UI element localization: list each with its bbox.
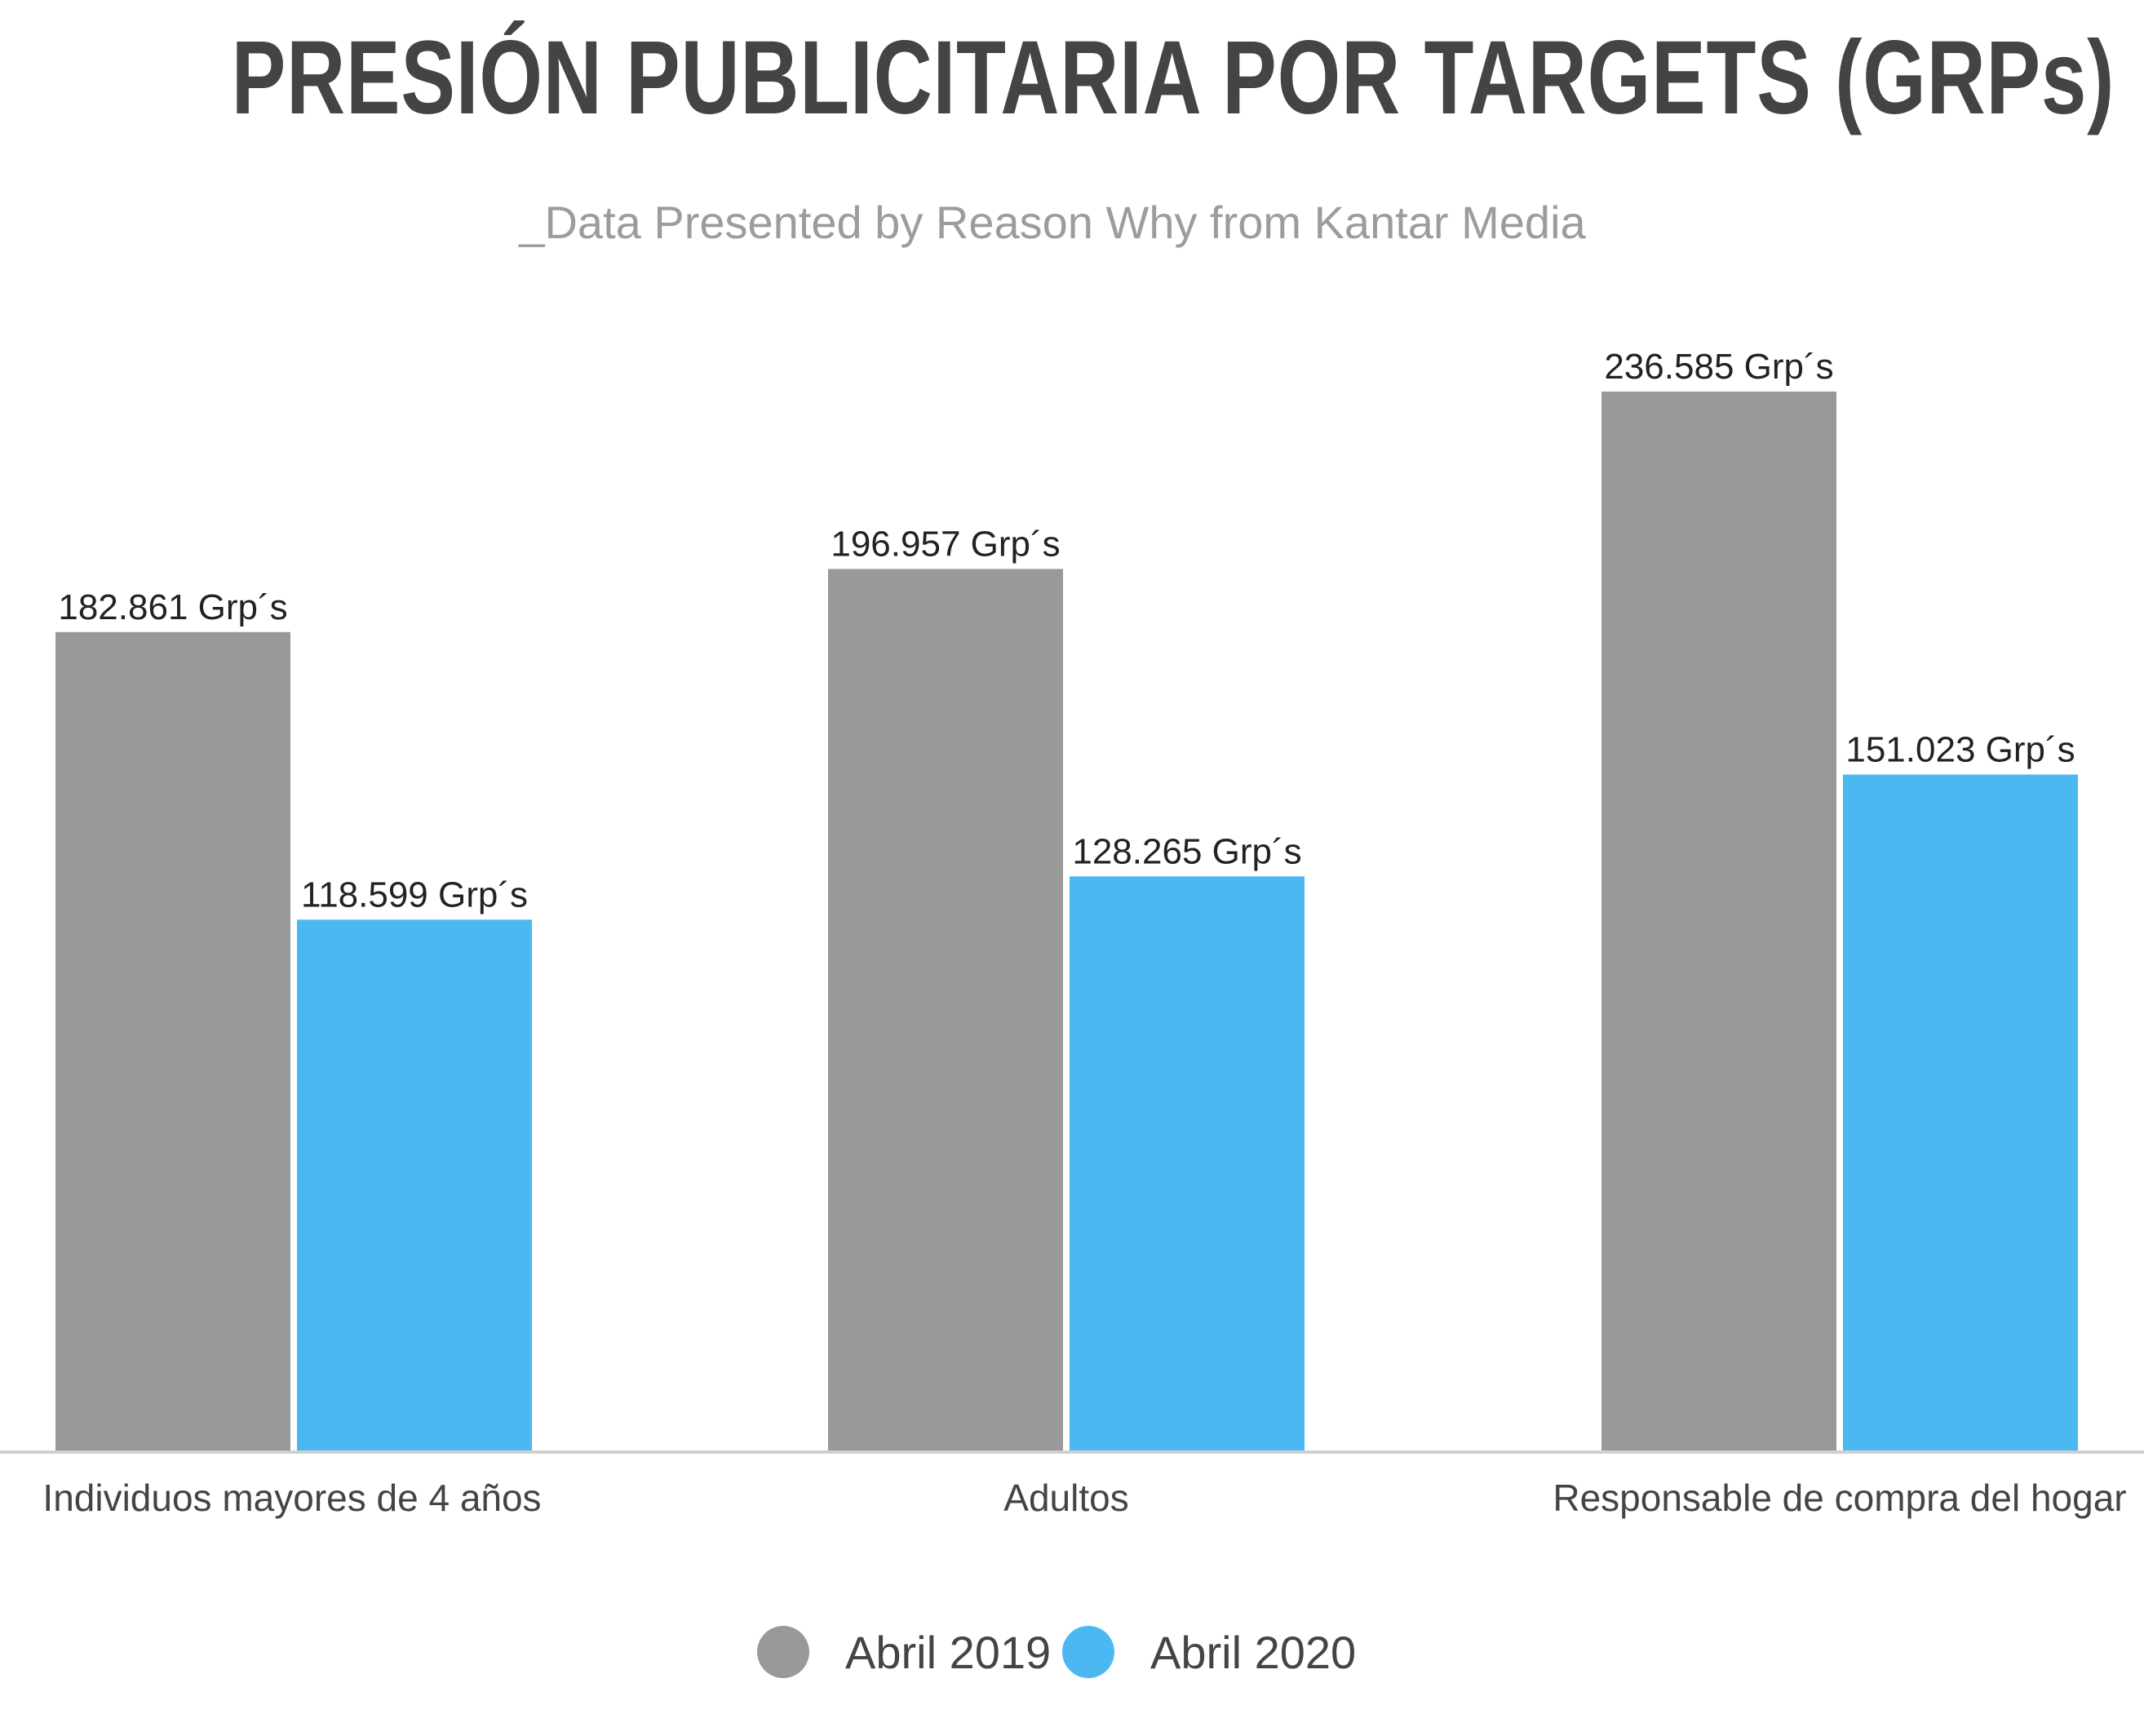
category-label-0: Individuos mayores de 4 años <box>42 1477 541 1519</box>
legend-label-2020: Abril 2020 <box>1150 1626 1357 1678</box>
data-label-2019-1: 196.957 Grp´s <box>831 524 1060 564</box>
legend: Abril 2019 Abril 2020 <box>0 1619 2144 1685</box>
legend-item-2019: Abril 2019 <box>757 1619 1051 1685</box>
data-label-2019-0: 182.861 Grp´s <box>58 587 287 627</box>
bar-2020-1 <box>1070 876 1305 1450</box>
data-label-2019-2: 236.585 Grp´s <box>1604 347 1833 387</box>
bar-chart: 182.861 Grp´s 118.599 Grp´s Individuos may… <box>0 347 2144 1519</box>
bar-2019-0 <box>55 631 290 1450</box>
legend-swatch-2019 <box>757 1626 809 1678</box>
legend-label-2019: Abril 2019 <box>845 1626 1052 1678</box>
bar-2020-2 <box>1843 774 2078 1450</box>
data-label-2020-1: 128.265 Grp´s <box>1072 831 1301 871</box>
bar-2019-1 <box>828 569 1063 1450</box>
bar-2020-0 <box>297 919 532 1450</box>
data-label-2020-0: 118.599 Grp´s <box>301 875 528 914</box>
legend-swatch-2020 <box>1062 1626 1114 1678</box>
legend-item-2020: Abril 2020 <box>1062 1619 1356 1685</box>
category-label-1: Adultos <box>1003 1477 1128 1519</box>
chart-subtitle: _Data Presented by Reason Why from Kanta… <box>519 197 1586 248</box>
bar-2019-2 <box>1601 392 1836 1450</box>
chart-title: PRESIÓN PUBLICITARIA POR TARGETS (GRPs) <box>231 20 2115 136</box>
data-label-2020-2: 151.023 Grp´s <box>1845 729 2075 769</box>
category-label-2: Responsable de compra del hogar <box>1553 1477 2126 1519</box>
